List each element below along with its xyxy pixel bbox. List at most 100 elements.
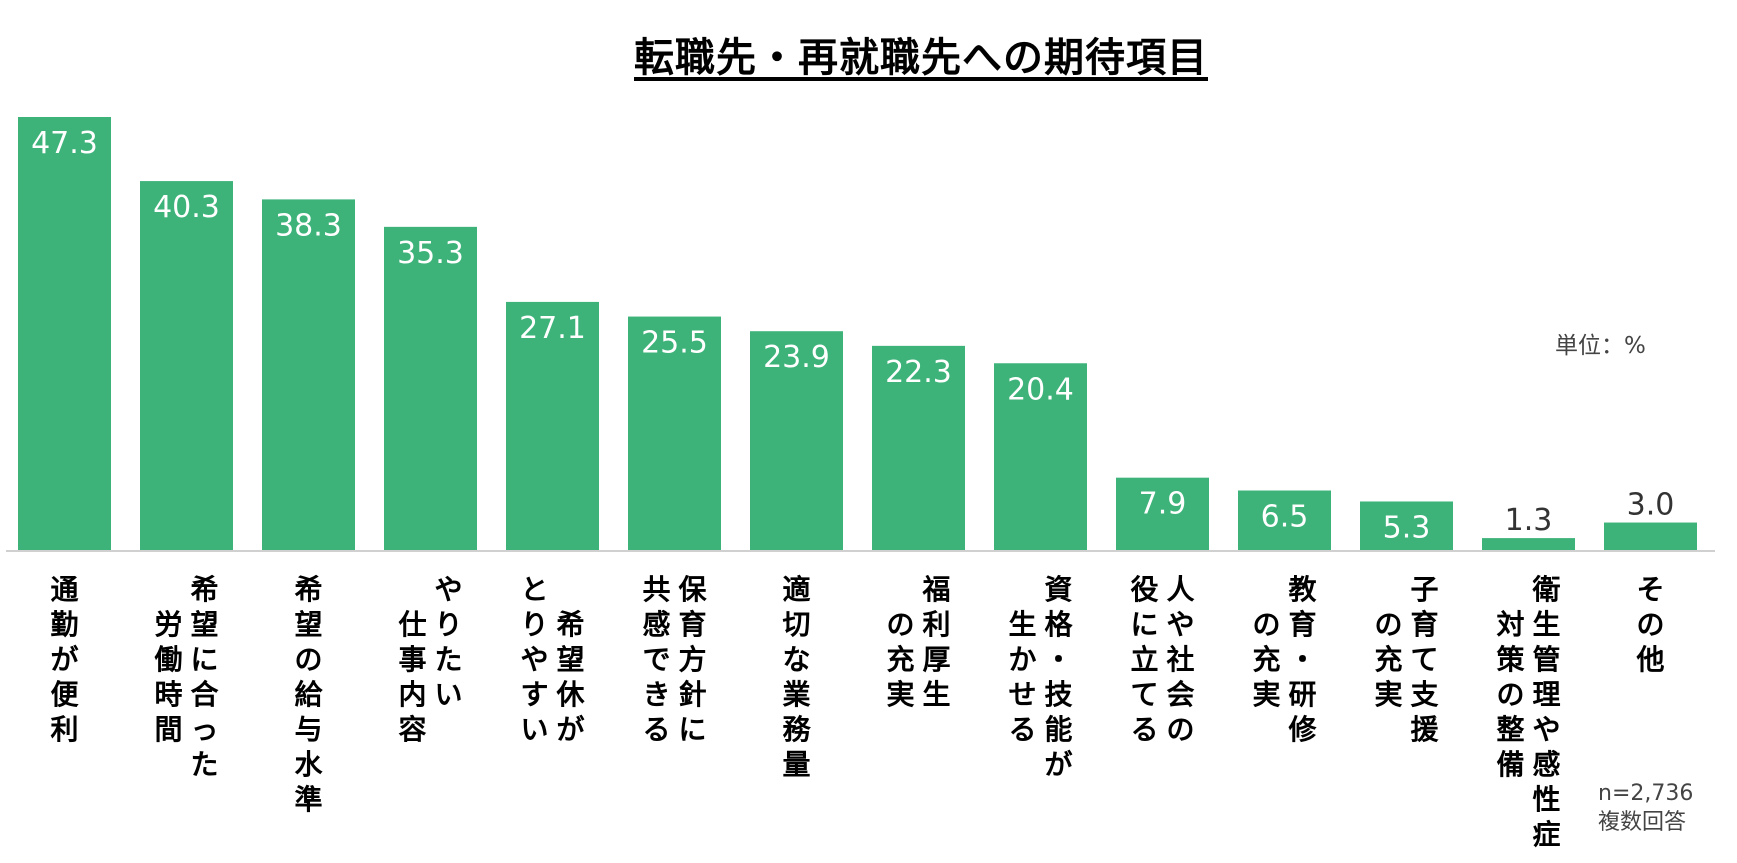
category-label-char: 生 xyxy=(1008,608,1037,641)
category-label-char: 働 xyxy=(154,643,183,676)
bar-value-label-4: 27.1 xyxy=(519,311,586,346)
category-label-char: た xyxy=(434,643,463,676)
category-label-char: 性 xyxy=(1532,783,1561,816)
bar-0 xyxy=(18,117,111,550)
bar-7 xyxy=(872,345,965,550)
bar-value-label-8: 20.4 xyxy=(1007,372,1074,407)
category-label-char: 対 xyxy=(1496,608,1525,641)
category-label-char: 利 xyxy=(922,608,951,641)
category-label-3: やりたい仕事内容 xyxy=(396,572,466,862)
category-label-char: 教 xyxy=(1288,573,1317,606)
category-label-char: 実 xyxy=(1374,678,1403,711)
category-label-char: そ xyxy=(1636,573,1665,606)
category-label-column: 通勤が便利 xyxy=(48,572,82,747)
category-label-char: り xyxy=(434,608,463,641)
bar-value-label-3: 35.3 xyxy=(397,236,464,271)
category-label-0: 通勤が便利 xyxy=(48,572,82,862)
category-label-char: 望 xyxy=(190,608,219,641)
category-label-2: 希望の給与水準 xyxy=(292,572,326,862)
category-label-char: 子 xyxy=(1410,573,1439,606)
category-label-char: 立 xyxy=(1130,643,1159,676)
bar-value-label-11: 5.3 xyxy=(1383,510,1431,545)
category-label-char: の xyxy=(886,608,915,641)
bar-13 xyxy=(1604,522,1697,550)
category-label-char: 能 xyxy=(1044,713,1073,746)
category-label-column: 労働時間 xyxy=(152,607,186,747)
category-label-char: 充 xyxy=(1252,643,1281,676)
category-label-char: 充 xyxy=(886,643,915,676)
category-label-column: の充実 xyxy=(1250,607,1284,712)
category-label-char: 希 xyxy=(556,608,585,641)
category-label-char: 整 xyxy=(1496,713,1525,746)
category-label-4: 希望休がとりやすい xyxy=(518,572,588,862)
category-label-column: 適切な業務量 xyxy=(780,572,814,782)
category-label-10: 教育・研修の充実 xyxy=(1250,572,1320,862)
category-label-char: 研 xyxy=(1288,678,1317,711)
category-label-char: て xyxy=(1410,643,1439,676)
bar-2 xyxy=(262,199,355,550)
bar-5 xyxy=(628,316,721,550)
category-label-char: や xyxy=(520,643,549,676)
bar-8 xyxy=(994,363,1087,550)
category-label-column: 生かせる xyxy=(1006,607,1040,747)
bar-value-label-7: 22.3 xyxy=(885,355,952,390)
category-label-7: 福利厚生の充実 xyxy=(884,572,954,862)
category-label-column: の充実 xyxy=(1372,607,1406,712)
category-label-char: 他 xyxy=(1636,643,1665,676)
category-label-column: 希望に合った xyxy=(188,572,222,782)
bar-value-label-0: 47.3 xyxy=(31,126,98,161)
category-label-char: 準 xyxy=(294,783,323,816)
category-label-column: その他 xyxy=(1634,572,1668,677)
category-label-char: ・ xyxy=(1288,643,1317,676)
bar-value-label-5: 25.5 xyxy=(641,326,708,361)
category-label-char: で xyxy=(642,643,671,676)
category-label-char: い xyxy=(434,678,463,711)
category-label-char: 切 xyxy=(782,608,811,641)
category-label-char: 事 xyxy=(398,643,427,676)
bar-1 xyxy=(140,181,233,551)
category-label-char: 休 xyxy=(556,678,585,711)
multiple-answer-note: 複数回答 xyxy=(1598,810,1687,835)
category-label-char: 福 xyxy=(922,573,951,606)
category-label-char: 育 xyxy=(678,608,707,641)
category-label-char: 理 xyxy=(1532,678,1561,711)
category-label-5: 保育方針に共感できる xyxy=(640,572,710,862)
category-label-column: 人や社会の xyxy=(1164,572,1198,747)
category-label-char: 給 xyxy=(294,678,323,711)
category-label-char: 支 xyxy=(1410,678,1439,711)
category-label-char: 管 xyxy=(1532,643,1561,676)
category-label-char: と xyxy=(520,573,549,606)
footnote: n=2,736 複数回答 xyxy=(1598,779,1693,837)
category-label-char: て xyxy=(1130,678,1159,711)
category-label-char: ・ xyxy=(1044,643,1073,676)
category-label-char: 業 xyxy=(782,678,811,711)
category-label-char: る xyxy=(1008,713,1037,746)
bar-6 xyxy=(750,331,843,550)
category-label-column: やりたい xyxy=(432,572,466,712)
category-label-9: 人や社会の役に立てる xyxy=(1128,572,1198,862)
category-label-char: 望 xyxy=(556,643,585,676)
category-label-char: 修 xyxy=(1288,713,1317,746)
category-label-char: 勤 xyxy=(50,608,79,641)
category-label-char: や xyxy=(1532,713,1561,746)
category-label-char: 育 xyxy=(1410,608,1439,641)
category-label-column: 仕事内容 xyxy=(396,607,430,747)
category-label-char: 希 xyxy=(294,573,323,606)
bar-value-label-12: 1.3 xyxy=(1505,503,1553,538)
category-label-char: 仕 xyxy=(398,608,427,641)
bar-9 xyxy=(1116,477,1209,550)
category-label-char: に xyxy=(190,643,219,676)
category-label-char: 望 xyxy=(294,608,323,641)
category-label-char: 便 xyxy=(50,678,79,711)
category-label-char: の xyxy=(1374,608,1403,641)
bar-value-label-2: 38.3 xyxy=(275,208,342,243)
category-label-char: 援 xyxy=(1410,713,1439,746)
category-label-char: 育 xyxy=(1288,608,1317,641)
category-label-char: の xyxy=(1252,608,1281,641)
category-label-char: 時 xyxy=(154,678,183,711)
category-label-column: の充実 xyxy=(884,607,918,712)
category-label-char: 間 xyxy=(154,713,183,746)
category-label-char: っ xyxy=(190,713,219,746)
category-label-char: る xyxy=(642,713,671,746)
